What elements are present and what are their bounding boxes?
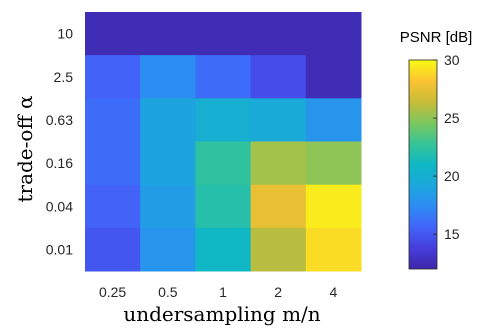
colorbar-ticks: 15 20 25 30 [433, 52, 460, 242]
heatmap-cell [250, 12, 307, 56]
heatmap-cell [140, 141, 196, 186]
heatmap-cell [250, 141, 307, 186]
x-tick-labels: 0.25 0.5 1 2 4 [99, 284, 338, 300]
heatmap-cell [305, 12, 362, 56]
colorbar [408, 59, 438, 270]
heatmap-cell [250, 184, 307, 229]
y-tick-label: 0.16 [46, 155, 73, 171]
y-tick-label: 10 [57, 26, 73, 42]
x-tick-label: 0.5 [158, 284, 178, 300]
y-tick-labels: 10 2.5 0.63 0.16 0.04 0.01 [46, 26, 73, 258]
heatmap-cell [195, 98, 252, 142]
heatmap-cell [140, 227, 196, 272]
heatmap-cell [250, 227, 307, 272]
y-tick-label: 0.63 [46, 112, 73, 128]
y-tick-label: 0.01 [46, 241, 73, 257]
x-tick-label: 4 [330, 284, 338, 300]
colorbar-title: PSNR [dB] [400, 29, 473, 46]
heatmap-cell [85, 12, 141, 56]
x-tick-label: 0.25 [99, 284, 126, 300]
y-tick-label: 0.04 [46, 198, 73, 214]
heatmap-cell [305, 55, 362, 99]
heatmap-cell [250, 98, 307, 142]
heatmap-cell [85, 184, 141, 229]
heatmap-cell [140, 98, 196, 142]
heatmap-cell [140, 184, 196, 229]
colorbar-tick-label: 25 [444, 110, 460, 126]
y-tick-label: 2.5 [54, 69, 74, 85]
colorbar-tick-label: 20 [444, 168, 460, 184]
x-tick-label: 1 [219, 284, 227, 300]
heatmap-cell [85, 227, 141, 272]
heatmap-cell [195, 227, 252, 272]
heatmap-cell [305, 227, 362, 272]
heatmap-cell [140, 12, 196, 56]
heatmap-cell [85, 98, 141, 142]
y-axis-label: trade-off α [13, 95, 37, 202]
heatmap-cell [195, 12, 252, 56]
heatmap-cell [140, 55, 196, 99]
heatmap-cell [195, 141, 252, 186]
heatmap-cell [195, 55, 252, 99]
colorbar-tick-label: 15 [444, 226, 460, 242]
heatmap-cell [305, 141, 362, 186]
x-tick-label: 2 [274, 284, 282, 300]
heatmap-cell [250, 55, 307, 99]
x-axis-label: undersampling m/n [123, 302, 320, 326]
heatmap-cells [85, 12, 362, 272]
heatmap-cell [195, 184, 252, 229]
heatmap-cell [305, 98, 362, 142]
heatmap-cell [305, 184, 362, 229]
heatmap-cell [85, 141, 141, 186]
colorbar-tick-label: 30 [444, 52, 460, 68]
heatmap-cell [85, 55, 141, 99]
